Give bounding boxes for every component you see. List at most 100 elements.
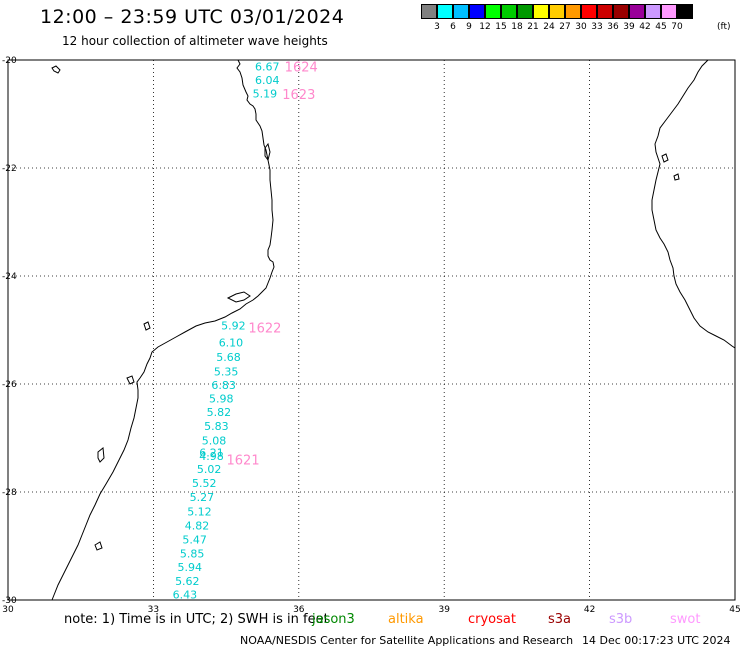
wave-height-label: 5.85: [180, 548, 205, 561]
legend-swatch: [645, 4, 661, 19]
wave-height-label: 5.68: [216, 351, 241, 364]
color-legend: (ft) 3 6 9 12 15 18 21 24 27 30 33 36 39 42 45 70: [421, 4, 731, 32]
pass-number-label: 1622: [248, 321, 281, 336]
legend-labels: (ft) 3 6 9 12 15 18 21 24 27 30 33 36 39 42 45 70: [421, 22, 740, 34]
wave-height-label: 5.82: [207, 406, 232, 419]
wave-height-label: 5.83: [204, 420, 229, 433]
legend-label: 70: [671, 22, 683, 32]
wave-height-label: 6.21: [199, 447, 224, 460]
legend-swatch: [629, 4, 645, 19]
inland-lake-3: [226, 291, 251, 303]
legend-swatch: [501, 4, 517, 19]
wave-height-label: 5.35: [214, 366, 239, 379]
inland-lake-5: [126, 375, 135, 385]
lat-tick-label: -30: [2, 596, 17, 606]
inland-lake-4: [143, 321, 151, 331]
wave-height-label: 4.82: [185, 519, 210, 532]
wave-height-label: 6.10: [219, 336, 244, 349]
lat-tick-label: -22: [2, 164, 17, 174]
wave-height-label: 6.67: [255, 60, 280, 73]
footer-credit: NOAA/NESDIS Center for Satellite Applica…: [240, 634, 574, 647]
map-frame: [7, 59, 736, 601]
wave-height-label: 5.12: [187, 505, 212, 518]
legend-label: 24: [543, 22, 555, 32]
wave-height-label: 4.98: [199, 450, 224, 463]
wave-height-label: 5.92: [221, 320, 246, 333]
note: note: 1) Time is in UTC; 2) SWH is in fe…: [64, 612, 700, 627]
lon-tick-label: 39: [438, 605, 450, 615]
wave-height-label: 5.47: [182, 534, 207, 547]
inland-lake-2: [264, 142, 271, 162]
wave-height-label: 5.94: [178, 561, 203, 574]
legend-label: 18: [511, 22, 523, 32]
map-grid: 30 33 36 39 42 45 -20 -22 -24 -26 -28 -30: [2, 56, 740, 615]
lon-tick-label: 45: [729, 605, 740, 615]
legend-label: 12: [479, 22, 491, 32]
wave-height-label: 5.02: [197, 463, 222, 476]
satellite-name: swot: [670, 612, 701, 627]
inland-lake-7: [94, 541, 103, 551]
wave-height-label: 5.62: [175, 575, 200, 588]
lat-tick-label: -28: [2, 488, 17, 498]
legend-swatch: [661, 4, 677, 19]
lat-tick-label: -20: [2, 56, 17, 66]
lat-tick-label: -26: [2, 380, 17, 390]
wave-height-label: 6.83: [211, 379, 236, 392]
pass-number-label: 1623: [282, 88, 315, 103]
legend-swatch: [533, 4, 549, 19]
legend-swatch: [581, 4, 597, 19]
island-2: [673, 173, 680, 181]
legend-swatch: [421, 4, 437, 19]
legend-swatch: [677, 4, 693, 19]
lon-tick-label: 36: [293, 605, 305, 615]
legend-label: 9: [466, 22, 472, 32]
page-title: 12:00 – 23:59 UTC 03/01/2024: [40, 6, 345, 28]
legend-swatches: [421, 4, 693, 19]
legend-label: 39: [623, 22, 635, 32]
island-1: [661, 153, 669, 163]
wave-height-label: 5.52: [192, 477, 217, 490]
legend-label: 33: [591, 22, 603, 32]
satellite-name: s3b: [609, 612, 633, 627]
wave-height-label: 6.04: [255, 74, 280, 87]
legend-swatch: [485, 4, 501, 19]
legend-label: 6: [450, 22, 456, 32]
legend-unit: (ft): [717, 22, 731, 32]
legend-label: 42: [639, 22, 651, 32]
satellite-name: s3a: [548, 612, 572, 627]
coastline-africa-west: [51, 59, 275, 601]
legend-swatch: [597, 4, 613, 19]
lon-tick-label: 42: [584, 605, 595, 615]
legend-label: 15: [495, 22, 507, 32]
legend-swatch: [549, 4, 565, 19]
lon-tick-label: 30: [2, 605, 14, 615]
inland-lake-1: [51, 65, 61, 74]
satellite-name: jason3: [312, 612, 355, 627]
legend-swatch: [613, 4, 629, 19]
map-labels: 6.676.045.19 5.92 6.10 5.68 5.356.835.985.82…: [173, 60, 318, 601]
legend-label: 45: [655, 22, 667, 32]
lat-tick-label: -24: [2, 272, 17, 282]
note-text: note: 1) Time is in UTC; 2) SWH is in fe…: [64, 612, 329, 627]
pass-number-label: 1624: [285, 60, 318, 75]
legend-label: 21: [527, 22, 539, 32]
coastline: [51, 59, 736, 601]
inland-lake-6: [97, 447, 105, 463]
legend-label: 36: [607, 22, 619, 32]
legend-swatch: [469, 4, 485, 19]
satellite-name: cryosat: [468, 612, 516, 627]
wave-height-label: 5.27: [190, 491, 215, 504]
legend-label: 3: [434, 22, 440, 32]
legend-swatch: [453, 4, 469, 19]
pass-number-label: 1621: [227, 454, 260, 469]
legend-label: 30: [575, 22, 587, 32]
wave-height-label: 6.43: [173, 589, 198, 602]
satellite-name: altika: [388, 612, 424, 627]
legend-swatch: [437, 4, 453, 19]
wave-height-label: 5.08: [202, 435, 227, 448]
coastline-madagascar: [651, 59, 736, 349]
legend-label: 27: [559, 22, 571, 32]
legend-swatch: [517, 4, 533, 19]
page-subtitle: 12 hour collection of altimeter wave hei…: [62, 34, 328, 48]
